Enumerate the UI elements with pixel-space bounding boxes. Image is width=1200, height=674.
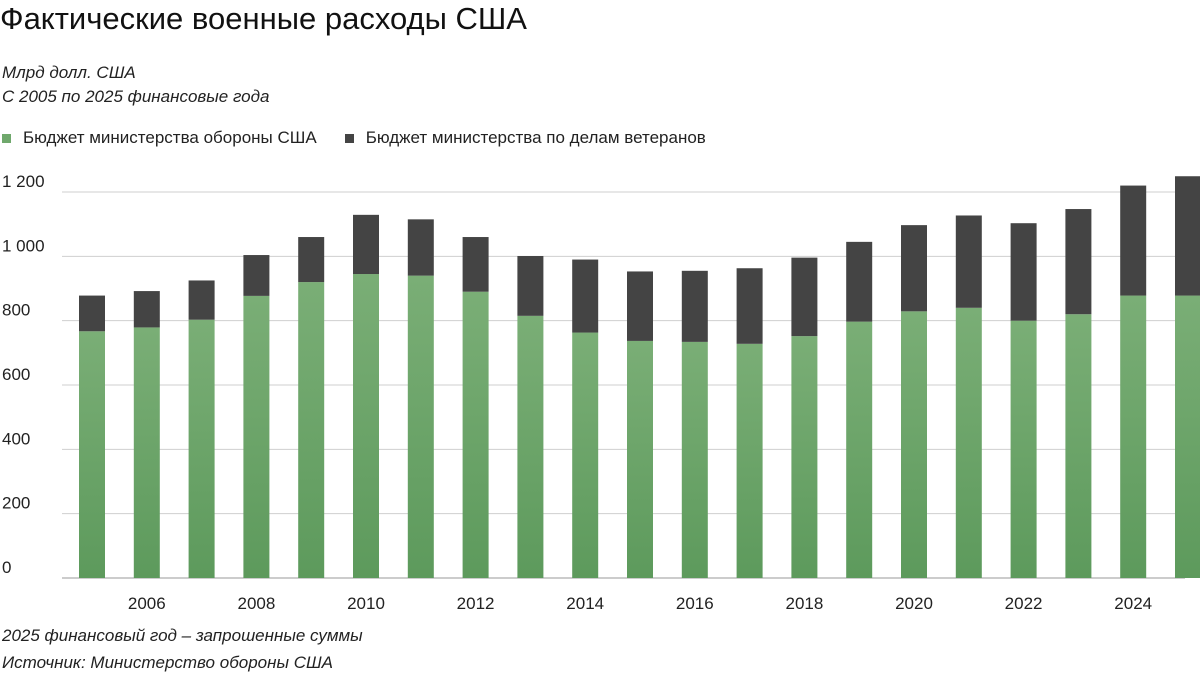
x-tick-label: 2006 bbox=[128, 594, 166, 613]
y-tick-label: 1 000 bbox=[2, 236, 45, 255]
bar-defense-2025 bbox=[1175, 295, 1200, 578]
bar-veterans-2015 bbox=[627, 271, 653, 341]
bar-defense-2020 bbox=[901, 311, 927, 578]
bar-veterans-2012 bbox=[462, 237, 489, 292]
x-tick-label: 2016 bbox=[676, 594, 714, 613]
bar-defense-2016 bbox=[681, 341, 708, 578]
x-tick-label: 2024 bbox=[1114, 594, 1152, 613]
x-tick-label: 2012 bbox=[457, 594, 495, 613]
bar-defense-2014 bbox=[572, 332, 599, 578]
source-note: Источник: Министерство обороны США bbox=[2, 653, 333, 672]
y-tick-label: 400 bbox=[2, 429, 30, 448]
bar-defense-2018 bbox=[791, 336, 818, 578]
x-tick-label: 2022 bbox=[1005, 594, 1043, 613]
bar-veterans-2022 bbox=[1010, 223, 1037, 321]
bar-defense-2015 bbox=[627, 340, 653, 578]
x-tick-label: 2008 bbox=[237, 594, 275, 613]
bar-veterans-2025 bbox=[1175, 176, 1200, 296]
bar-chart: 0 200 400 600 800 1 000 1 200 2006 2008 2010 2012… bbox=[2, 172, 1200, 613]
bar-veterans-2009 bbox=[298, 237, 325, 283]
bar-defense-2024 bbox=[1120, 295, 1147, 578]
legend-item-defense: Бюджет министерства обороны США bbox=[2, 128, 317, 148]
legend-label-defense: Бюджет министерства обороны США bbox=[23, 128, 317, 147]
bar-veterans-2021 bbox=[955, 215, 982, 308]
bar-defense-2023 bbox=[1065, 314, 1092, 578]
bar-defense-2012 bbox=[462, 291, 489, 578]
x-tick-label: 2020 bbox=[895, 594, 933, 613]
y-tick-label: 800 bbox=[2, 301, 30, 320]
y-axis-tick-labels: 0 200 400 600 800 1 000 1 200 bbox=[2, 172, 45, 577]
bar-veterans-2006 bbox=[133, 291, 160, 328]
bar-veterans-2023 bbox=[1065, 209, 1092, 315]
x-tick-label: 2014 bbox=[566, 594, 604, 613]
y-tick-label: 600 bbox=[2, 365, 30, 384]
bar-defense-2019 bbox=[846, 321, 873, 578]
bar-defense-2011 bbox=[407, 275, 434, 578]
chart-subtitle-period: С 2005 по 2025 финансовые года bbox=[2, 87, 270, 106]
legend-item-veterans: Бюджет министерства по делам ветеранов bbox=[344, 128, 706, 148]
bar-defense-2005 bbox=[79, 331, 105, 578]
bar-veterans-2005 bbox=[79, 295, 105, 332]
y-tick-label: 1 200 bbox=[2, 172, 45, 191]
bar-defense-2010 bbox=[353, 274, 379, 578]
bar-defense-2022 bbox=[1010, 320, 1037, 578]
bar-veterans-2011 bbox=[407, 219, 434, 276]
bar-veterans-2007 bbox=[188, 280, 215, 320]
legend-swatch-defense bbox=[2, 133, 11, 143]
chart-subtitle-units: Млрд долл. США bbox=[2, 63, 136, 82]
bar-veterans-2018 bbox=[791, 257, 818, 337]
bar-veterans-2019 bbox=[846, 241, 873, 322]
bar-defense-2021 bbox=[955, 307, 982, 578]
chart-legend: Бюджет министерства обороны США Бюджет м… bbox=[2, 128, 734, 148]
x-tick-label: 2010 bbox=[347, 594, 385, 613]
bar-veterans-2008 bbox=[243, 255, 270, 296]
legend-label-veterans: Бюджет министерства по делам ветеранов bbox=[365, 128, 706, 147]
footnote-requested: 2025 финансовый год – запрошенные суммы bbox=[2, 626, 363, 645]
x-axis-tick-labels: 2006 2008 2010 2012 2014 2016 2018 2020 2022 2024 bbox=[128, 594, 1152, 613]
bar-defense-2013 bbox=[517, 315, 544, 578]
bar-defense-2007 bbox=[188, 319, 215, 578]
bar-defense-2017 bbox=[736, 343, 763, 578]
bar-veterans-2017 bbox=[736, 268, 763, 344]
bar-veterans-2013 bbox=[517, 256, 544, 316]
bars bbox=[79, 176, 1200, 578]
x-tick-label: 2018 bbox=[785, 594, 823, 613]
bar-defense-2008 bbox=[243, 295, 270, 578]
bar-veterans-2016 bbox=[681, 270, 708, 342]
bar-veterans-2024 bbox=[1120, 185, 1147, 296]
bar-defense-2009 bbox=[298, 282, 325, 578]
bar-veterans-2014 bbox=[572, 259, 599, 333]
bar-defense-2006 bbox=[133, 327, 160, 578]
y-tick-label: 200 bbox=[2, 494, 30, 513]
chart-title: Фактические военные расходы США bbox=[0, 1, 527, 36]
bar-veterans-2010 bbox=[353, 214, 379, 275]
y-tick-label: 0 bbox=[2, 558, 11, 577]
bar-veterans-2020 bbox=[901, 225, 927, 312]
legend-swatch-veterans bbox=[344, 133, 354, 143]
